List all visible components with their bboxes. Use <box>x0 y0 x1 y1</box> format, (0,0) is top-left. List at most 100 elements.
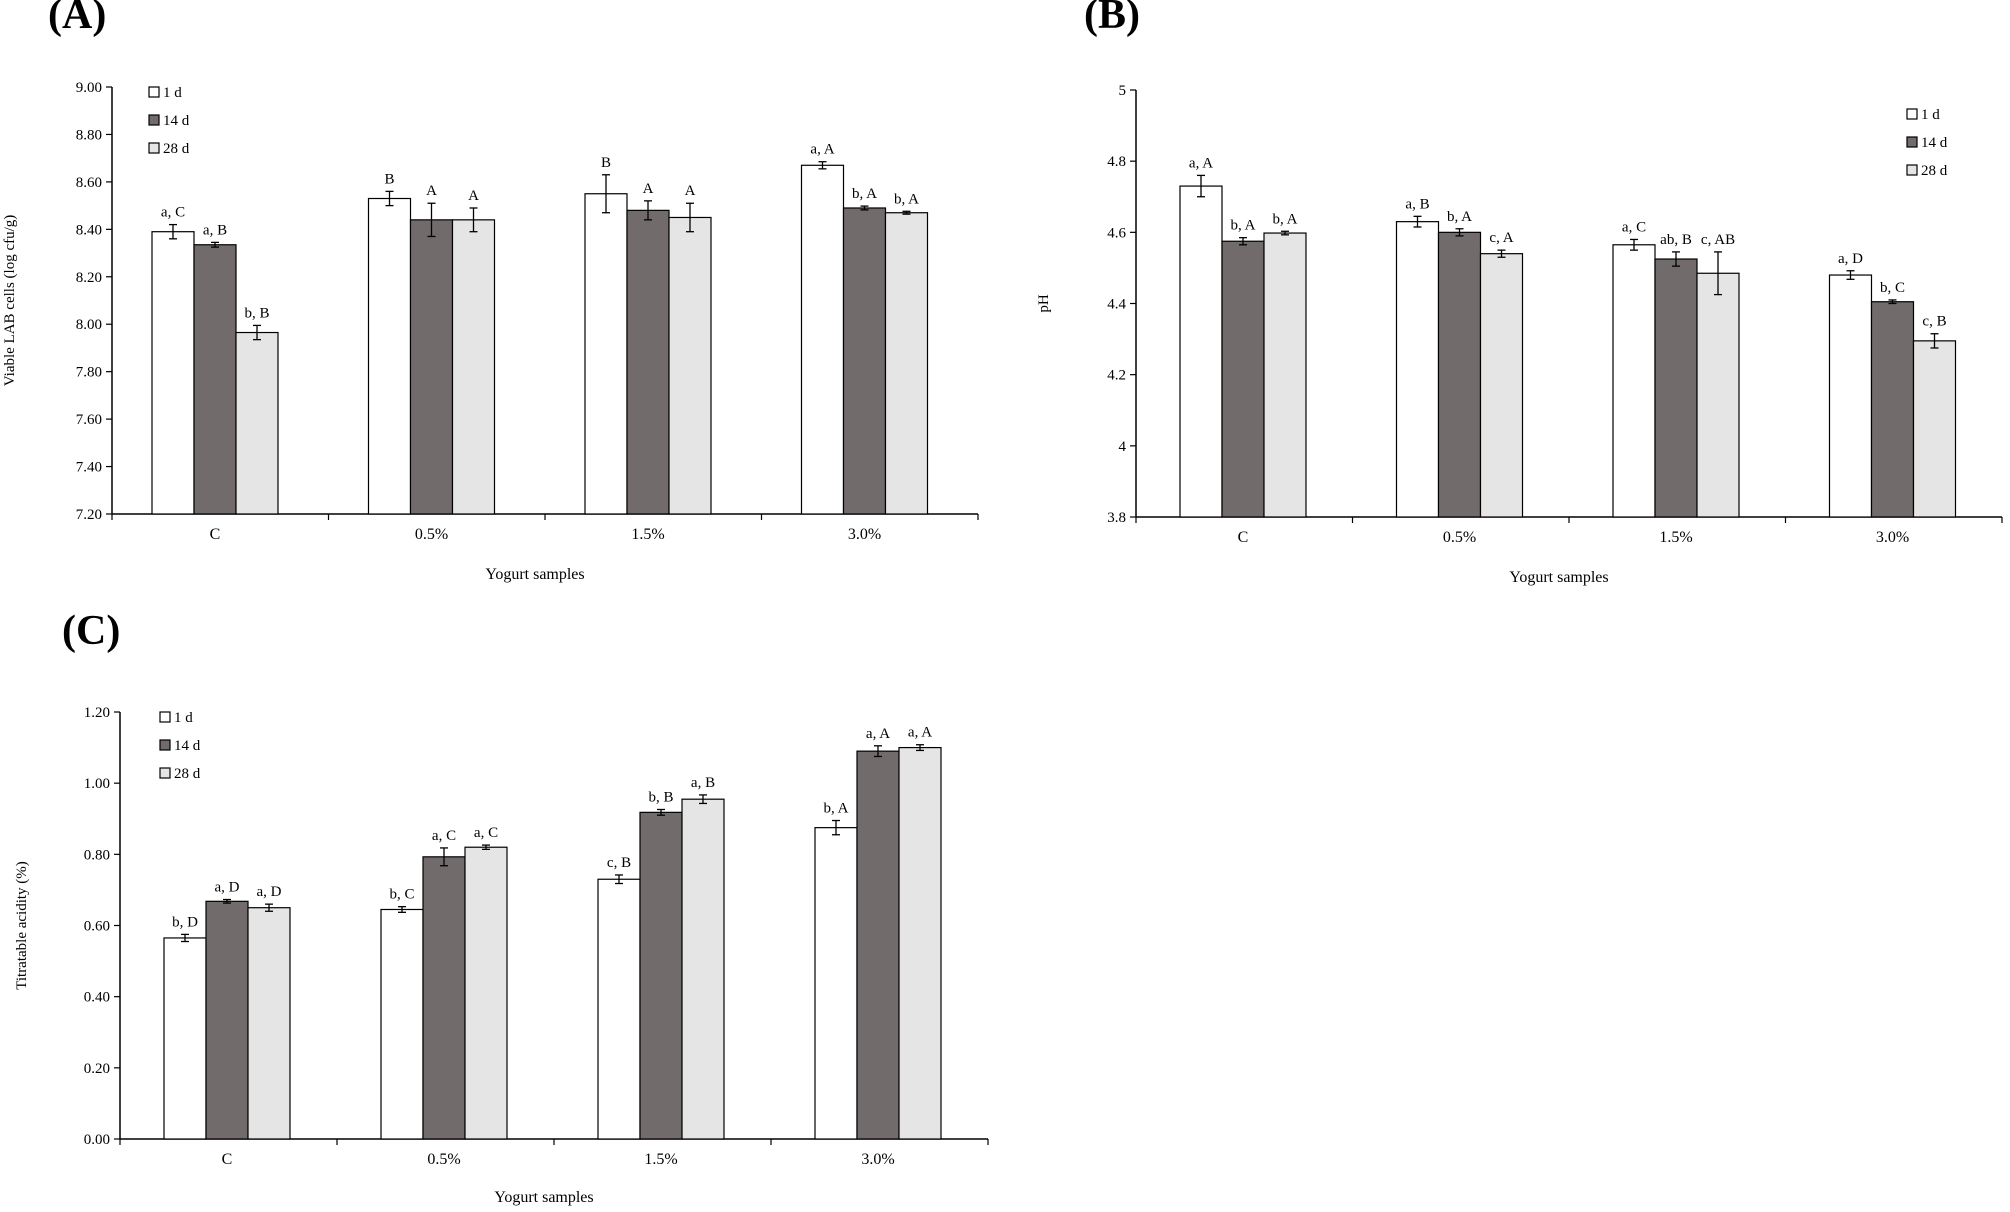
data-label: a, A <box>866 726 890 742</box>
y-tick-label: 0.00 <box>84 1132 110 1148</box>
x-tick-label: 0.5% <box>427 1151 460 1168</box>
bar <box>856 750 900 1140</box>
bar <box>1437 231 1482 518</box>
data-label: A <box>426 183 437 199</box>
legend-label: 1 d <box>1921 107 1940 123</box>
y-tick-label: 8.60 <box>76 175 102 191</box>
y-tick-label: 7.20 <box>76 507 102 523</box>
legend-label: 28 d <box>163 141 190 157</box>
data-label: A <box>643 181 654 197</box>
data-label: b, C <box>1880 280 1905 296</box>
y-tick-label: 1.00 <box>84 776 110 792</box>
x-axis-title: Yogurt samples <box>494 1189 593 1206</box>
bar <box>884 212 929 515</box>
data-label: b, C <box>389 887 414 903</box>
y-tick-label: 8.80 <box>76 127 102 143</box>
y-tick-label: 5 <box>1119 83 1127 99</box>
y-tick-label: 3.8 <box>1107 510 1126 526</box>
bar <box>1612 244 1656 518</box>
y-tick-label: 0.80 <box>84 847 110 863</box>
y-tick-label: 0.60 <box>84 919 110 935</box>
data-label: c, B <box>1922 314 1946 330</box>
y-axis-title: pH <box>1036 294 1052 313</box>
data-label: a, D <box>215 880 240 896</box>
bar <box>409 219 454 515</box>
legend-swatch <box>148 114 160 126</box>
x-tick-label: 3.0% <box>861 1151 894 1168</box>
legend-swatch <box>148 142 160 154</box>
panel-label-a: (A) <box>48 0 107 38</box>
data-label: a, C <box>1622 219 1646 235</box>
bar <box>1179 185 1223 518</box>
legend-swatch <box>159 739 171 751</box>
bar <box>163 937 207 1140</box>
x-tick-label: C <box>210 526 221 543</box>
bar <box>800 164 845 515</box>
legend-label: 28 d <box>1921 163 1948 179</box>
bar <box>205 900 249 1140</box>
y-tick-label: 8.20 <box>76 270 102 286</box>
y-tick-label: 4.2 <box>1107 368 1126 384</box>
bar <box>1828 274 1873 518</box>
x-tick-label: C <box>1238 529 1249 546</box>
bar <box>626 209 670 515</box>
y-axis-title: Titratable acidity (%) <box>14 861 30 990</box>
x-tick-label: C <box>222 1151 233 1168</box>
bar <box>193 244 237 515</box>
bar <box>584 193 628 515</box>
bar <box>1263 232 1307 518</box>
bar <box>464 846 508 1140</box>
data-label: b, B <box>244 305 269 321</box>
data-label: A <box>468 188 479 204</box>
data-label: a, A <box>908 725 932 741</box>
y-tick-label: 7.80 <box>76 365 102 381</box>
x-tick-label: 0.5% <box>1443 529 1476 546</box>
bar <box>235 331 279 515</box>
legend-swatch <box>1906 108 1918 120</box>
data-label: B <box>384 171 394 187</box>
bar <box>898 746 942 1140</box>
data-label: b, A <box>852 186 877 202</box>
x-tick-label: 1.5% <box>631 526 664 543</box>
bar <box>681 798 725 1140</box>
bar <box>380 908 424 1140</box>
data-label: a, A <box>810 142 834 158</box>
bar <box>597 878 641 1140</box>
legend-label: 28 d <box>174 766 201 782</box>
y-tick-label: 9.00 <box>76 80 102 96</box>
legend-swatch <box>1906 136 1918 148</box>
x-tick-label: 0.5% <box>415 526 448 543</box>
chart-3: 0.00 0.20 0.40 0.60 0.80 1.00 1.20 C 0.5% 1.5% 3.0… <box>14 705 989 1206</box>
chart-1: 7.20 7.40 7.60 7.80 8.00 8.20 8.40 8.60 8.80 9.00… <box>2 80 979 583</box>
data-label: a, D <box>1838 251 1863 267</box>
data-label: c, AB <box>1701 232 1735 248</box>
legend-swatch <box>159 767 171 779</box>
bar <box>367 197 412 515</box>
data-label: a, D <box>257 884 282 900</box>
data-label: c, A <box>1489 230 1513 246</box>
data-label: A <box>685 183 696 199</box>
bar <box>1912 340 1957 518</box>
data-label: a, A <box>1189 155 1213 171</box>
data-label: b, A <box>1447 209 1472 225</box>
bar <box>151 231 195 515</box>
y-tick-label: 0.40 <box>84 990 110 1006</box>
data-label: a, B <box>691 775 715 791</box>
y-tick-label: 7.60 <box>76 412 102 428</box>
data-label: a, C <box>432 828 456 844</box>
bar <box>639 811 683 1140</box>
x-tick-label: 1.5% <box>1659 529 1692 546</box>
data-label: a, B <box>1405 196 1429 212</box>
y-tick-label: 8.40 <box>76 222 102 238</box>
y-axis-title: Viable LAB cells (log cfu/g) <box>2 215 18 387</box>
y-tick-label: 4.6 <box>1107 225 1126 241</box>
bar <box>1870 301 1915 518</box>
x-axis-title: Yogurt samples <box>1509 569 1608 586</box>
y-tick-label: 0.20 <box>84 1061 110 1077</box>
legend-label: 14 d <box>1921 135 1948 151</box>
x-tick-label: 1.5% <box>644 1151 677 1168</box>
data-label: b, B <box>648 789 673 805</box>
data-label: ab, B <box>1660 232 1692 248</box>
y-tick-label: 4.4 <box>1107 297 1126 313</box>
